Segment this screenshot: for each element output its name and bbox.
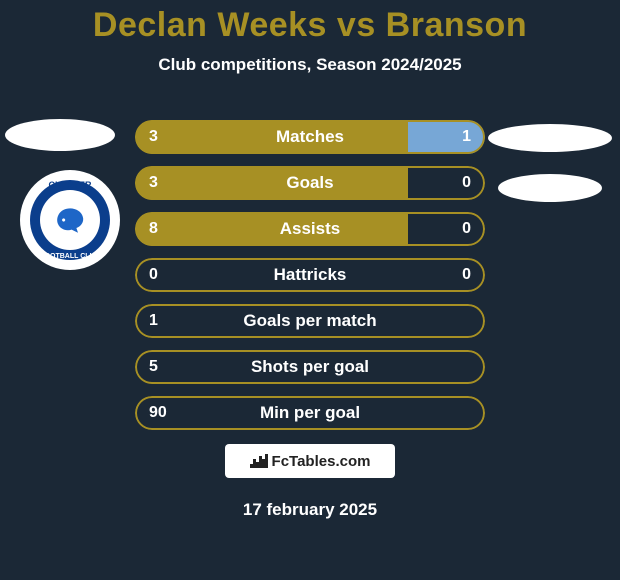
stat-label: Goals per match <box>135 304 485 338</box>
club-badge-chester: CHESTER FOOTBALL CLUB <box>20 170 120 270</box>
stat-label: Shots per goal <box>135 350 485 384</box>
player-silhouette-left <box>5 119 115 151</box>
club-badge-inner-ring <box>30 180 110 260</box>
stat-row: 31Matches <box>135 120 485 154</box>
barchart-icon <box>250 454 268 468</box>
stat-label: Hattricks <box>135 258 485 292</box>
stat-rows: 31Matches 30Goals 80Assists 00Hattricks 1Goa… <box>135 120 485 442</box>
stat-row: 80Assists <box>135 212 485 246</box>
page-title: Declan Weeks vs Branson <box>0 0 620 45</box>
stat-label: Assists <box>135 212 485 246</box>
date-text: 17 february 2025 <box>0 500 620 520</box>
club-badge-top-text: CHESTER <box>20 180 120 190</box>
watermark: FcTables.com <box>225 444 395 478</box>
stat-row: 30Goals <box>135 166 485 200</box>
club-badge-center <box>40 190 100 250</box>
stat-label: Matches <box>135 120 485 154</box>
stat-row: 1Goals per match <box>135 304 485 338</box>
player-silhouette-right <box>488 124 612 152</box>
watermark-text: FcTables.com <box>272 453 371 470</box>
stat-label: Goals <box>135 166 485 200</box>
stat-row: 90Min per goal <box>135 396 485 430</box>
comparison-infographic: Declan Weeks vs Branson Club competition… <box>0 0 620 580</box>
stat-label: Min per goal <box>135 396 485 430</box>
stat-row: 5Shots per goal <box>135 350 485 384</box>
club-badge-ring <box>20 170 120 270</box>
player-silhouette-right-2 <box>498 174 602 202</box>
lion-icon <box>46 196 94 244</box>
page-subtitle: Club competitions, Season 2024/2025 <box>0 55 620 75</box>
club-badge-bottom-text: FOOTBALL CLUB <box>20 253 120 260</box>
stat-row: 00Hattricks <box>135 258 485 292</box>
